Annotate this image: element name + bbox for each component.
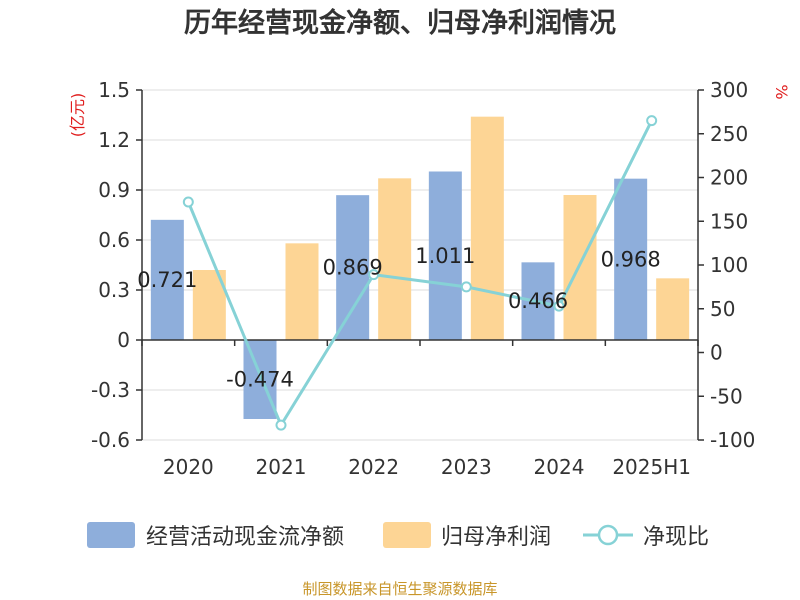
- ratio-point-2022: [368, 269, 380, 281]
- chart-title: 历年经营现金净额、归母净利润情况: [184, 7, 616, 39]
- data-label-cash-2022: 0.869: [323, 256, 383, 280]
- left-tick-label: 0.3: [98, 278, 130, 302]
- x-tick-label: 2022: [348, 455, 399, 479]
- right-tick-label: 200: [710, 166, 748, 190]
- data-label-cash-2021: -0.474: [226, 368, 294, 392]
- axes: [136, 89, 704, 441]
- ratio-point-2025H1: [646, 115, 658, 127]
- ratio-point-2021: [275, 419, 287, 431]
- bar-cash-2022: [336, 195, 370, 340]
- bar-profit-2025H1: [656, 278, 690, 340]
- data-label-cash-2024: 0.466: [508, 289, 568, 313]
- bars: [150, 116, 690, 419]
- legend-swatch-ratio-marker: [597, 524, 619, 546]
- x-tick-label: 2025H1: [612, 455, 691, 479]
- left-tick-label: 1.2: [98, 128, 130, 152]
- ratio-polyline: [186, 119, 654, 429]
- bar-cash-2020: [150, 219, 184, 340]
- data-label-cash-2023: 1.011: [415, 244, 475, 268]
- data-label-cash-2020: 0.721: [137, 268, 197, 292]
- left-tick-label: -0.3: [91, 378, 130, 402]
- tick-labels: 1.5 1.2 0.9 0.6 0.3 0 -0.3 -0.6 300 250 200 150 100 5…: [91, 78, 755, 479]
- data-source: 制图数据来自恒生聚源数据库: [302, 580, 497, 598]
- right-tick-label: 250: [710, 122, 748, 146]
- x-tick-label: 2021: [256, 455, 307, 479]
- legend-label-ratio: 净现比: [643, 525, 709, 550]
- bar-cash-2021: [243, 340, 277, 419]
- right-tick-label: -100: [710, 428, 755, 452]
- right-tick-label: 50: [710, 297, 735, 321]
- bar-profit-2023: [470, 116, 504, 341]
- left-tick-label: 0.6: [98, 228, 130, 252]
- ratio-point-2024: [553, 300, 565, 312]
- left-tick-label: -0.6: [91, 428, 130, 452]
- ratio-point-2023: [460, 281, 472, 293]
- bar-profit-2021: [285, 243, 319, 340]
- bar-profit-2024: [563, 195, 597, 340]
- ratio-point-2020: [182, 196, 194, 208]
- legend-label-profit: 归母净利润: [441, 525, 551, 550]
- x-tick-label: 2023: [441, 455, 492, 479]
- right-tick-label: 300: [710, 78, 748, 102]
- left-tick-label: 0.9: [98, 178, 130, 202]
- right-tick-label: 100: [710, 253, 748, 277]
- x-tick-label: 2020: [163, 455, 214, 479]
- data-label-cash-2025H1: 0.968: [601, 247, 661, 271]
- right-tick-label: 150: [710, 209, 748, 233]
- legend: 经营活动现金流净额 归母净利润 净现比: [87, 522, 709, 550]
- legend-swatch-cash: [87, 522, 135, 548]
- legend-label-cash: 经营活动现金流净额: [146, 525, 344, 550]
- bar-profit-2022: [378, 178, 412, 340]
- x-tick-label: 2024: [534, 455, 585, 479]
- ratio-line: [182, 115, 658, 431]
- right-tick-label: 0: [710, 341, 723, 365]
- legend-swatch-profit: [383, 522, 431, 548]
- bar-cash-2025H1: [614, 178, 648, 340]
- data-labels: 0.721 -0.474 0.869 1.011 0.466 0.968: [137, 244, 660, 392]
- left-tick-label: 0: [117, 328, 130, 352]
- left-tick-label: 1.5: [98, 78, 130, 102]
- right-tick-label: -50: [710, 384, 743, 408]
- left-axis-unit: (亿元): [68, 93, 87, 138]
- right-axis-unit: %: [772, 84, 791, 99]
- bar-cash-2023: [428, 171, 462, 340]
